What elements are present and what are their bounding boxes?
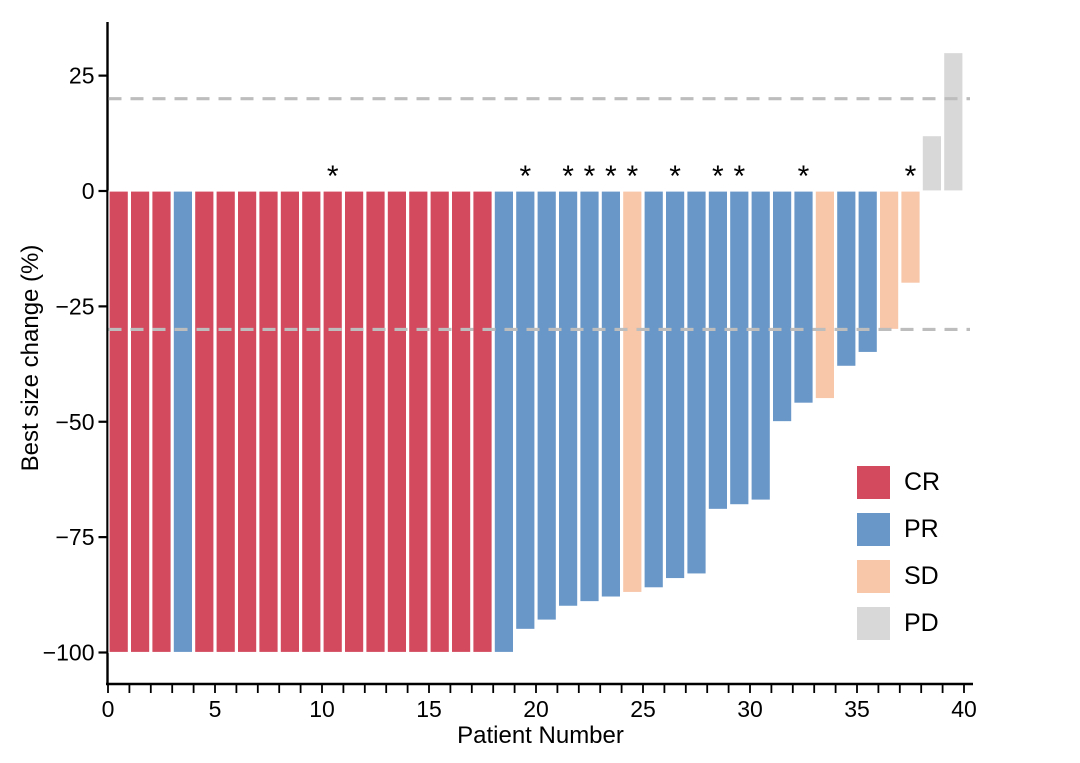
asterisk-patient-38: * <box>905 160 917 193</box>
bar-patient-7 <box>236 190 258 654</box>
x-tick-label-35: 35 <box>844 696 870 722</box>
legend-swatch-PR <box>857 513 890 546</box>
bar-patient-2 <box>129 190 151 654</box>
y-tick-label-0: 0 <box>82 178 95 204</box>
bar-patient-31 <box>750 190 771 501</box>
asterisk-patient-27: * <box>669 160 681 193</box>
legend-item-CR: CR <box>857 466 940 499</box>
bar-patient-6 <box>215 190 236 654</box>
x-tick-label-30: 30 <box>737 696 763 722</box>
bar-patient-3 <box>151 190 172 654</box>
bar-patient-11 <box>322 190 343 654</box>
asterisk-patient-33: * <box>798 160 810 193</box>
legend-item-PD: PD <box>857 607 940 640</box>
asterisk-patient-20: * <box>519 160 531 193</box>
bar-patient-25 <box>621 190 643 594</box>
bar-patient-9 <box>279 190 301 654</box>
bar-patient-29 <box>707 190 729 511</box>
asterisk-patient-30: * <box>733 160 745 193</box>
legend-label-CR: CR <box>904 468 941 496</box>
bar-patient-20 <box>514 190 536 631</box>
bar-patient-35 <box>835 190 857 367</box>
legend-item-SD: SD <box>857 560 940 593</box>
legend: CR PR SD PD <box>857 466 940 640</box>
bar-patient-15 <box>408 190 429 654</box>
bar-patient-5 <box>194 190 215 654</box>
legend-swatch-SD <box>857 560 890 593</box>
x-tick-label-15: 15 <box>416 696 442 722</box>
bar-patient-26 <box>643 190 664 589</box>
bar-patient-28 <box>686 190 707 575</box>
asterisk-patient-24: * <box>605 160 617 193</box>
bar-patient-10 <box>301 190 322 654</box>
asterisk-patient-22: * <box>562 160 574 193</box>
bar-patient-24 <box>600 190 622 598</box>
y-tick-label-−75: −75 <box>55 524 94 550</box>
asterisk-patient-11: * <box>327 160 339 193</box>
bar-patient-17 <box>450 190 472 654</box>
legend-swatch-PD <box>857 607 890 640</box>
bar-patient-18 <box>472 190 493 654</box>
bar-patient-16 <box>429 190 450 654</box>
bar-patient-12 <box>343 190 365 654</box>
x-tick-label-40: 40 <box>951 696 977 722</box>
bar-patient-38 <box>900 190 921 284</box>
bar-patient-21 <box>536 190 557 621</box>
bar-patient-39 <box>921 135 943 192</box>
legend-label-PD: PD <box>904 609 939 637</box>
bar-patient-27 <box>664 190 686 580</box>
x-tick-label-5: 5 <box>209 696 222 722</box>
bar-patient-33 <box>793 190 814 404</box>
bar-patient-23 <box>579 190 600 603</box>
bar-patient-19 <box>493 190 515 654</box>
legend-label-SD: SD <box>904 562 939 590</box>
asterisk-patient-25: * <box>626 160 638 193</box>
bar-patient-13 <box>365 190 386 654</box>
x-tick-label-10: 10 <box>309 696 335 722</box>
bar-patient-32 <box>771 190 793 423</box>
y-tick-label-−100: −100 <box>43 640 95 666</box>
legend-item-PR: PR <box>857 513 940 546</box>
x-axis-title: Patient Number <box>457 722 624 749</box>
y-tick-label-−50: −50 <box>55 409 94 435</box>
x-tick-label-0: 0 <box>102 696 115 722</box>
asterisk-patient-23: * <box>584 160 596 193</box>
x-tick-label-20: 20 <box>523 696 549 722</box>
y-axis-title: Best size change (%) <box>17 244 44 472</box>
bar-patient-34 <box>814 190 836 400</box>
x-tick-label-25: 25 <box>630 696 656 722</box>
bar-patient-40 <box>942 51 964 192</box>
y-tick-label-25: 25 <box>69 63 95 89</box>
bar-patient-36 <box>857 190 878 354</box>
bar-patient-30 <box>728 190 750 506</box>
bar-patient-4 <box>172 190 194 654</box>
y-tick-label-−25: −25 <box>55 293 94 319</box>
bar-patient-37 <box>878 190 900 331</box>
legend-label-PR: PR <box>904 515 939 543</box>
bar-patient-22 <box>557 190 579 607</box>
bar-patient-14 <box>386 190 408 654</box>
bar-patient-1 <box>108 190 129 654</box>
asterisk-patient-29: * <box>712 160 724 193</box>
bar-patient-8 <box>258 190 279 654</box>
legend-swatch-CR <box>857 466 890 499</box>
